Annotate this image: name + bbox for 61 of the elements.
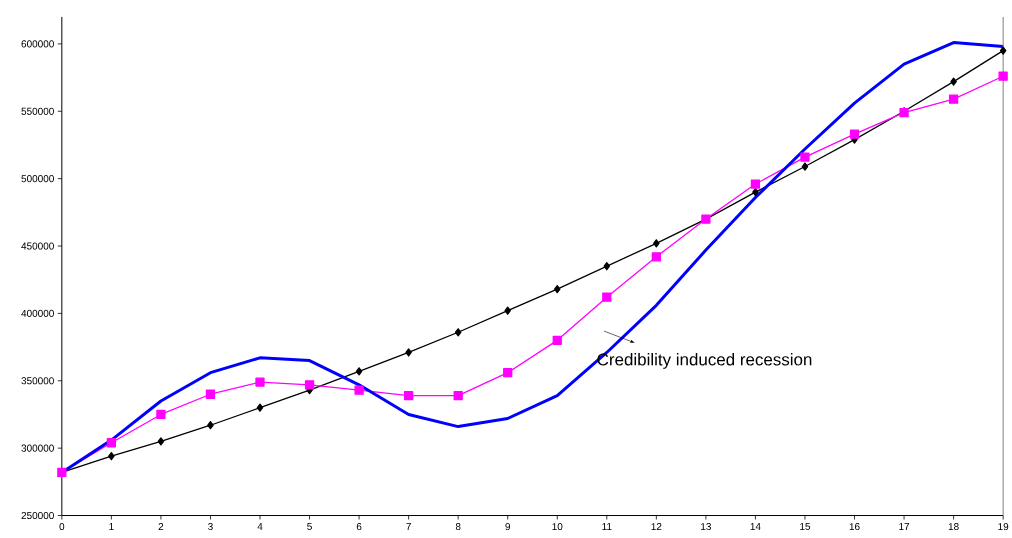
y-tick-label: 450000 [21, 242, 54, 250]
point [405, 348, 412, 357]
point [454, 327, 462, 337]
point [752, 187, 759, 197]
point [504, 306, 511, 315]
y-tick-label: 300000 [21, 444, 54, 452]
y-tick-label: 600000 [21, 40, 54, 48]
point [998, 71, 1008, 81]
point [800, 152, 810, 162]
x-tick-label: 14 [750, 522, 761, 530]
x-tick-label: 3 [208, 522, 213, 530]
y-tick-label: 500000 [21, 174, 54, 182]
y-tick-label: 400000 [21, 309, 54, 317]
x-tick-label: 19 [998, 522, 1009, 530]
x-tick-label: 8 [455, 522, 461, 530]
point [207, 420, 214, 430]
point [157, 437, 165, 446]
x-tick-label: 16 [849, 522, 860, 530]
x-tick-label: 5 [307, 522, 312, 530]
point [256, 403, 264, 412]
x-tick-label: 12 [651, 522, 662, 530]
point [205, 389, 216, 399]
point [999, 46, 1007, 55]
point [255, 377, 265, 387]
point [552, 335, 562, 345]
x-tick-label: 10 [552, 522, 563, 530]
x-tick-label: 17 [899, 522, 910, 530]
x-tick-label: 2 [158, 522, 164, 530]
x-tick-label: 18 [948, 522, 959, 530]
point [603, 261, 611, 271]
x-tick-label: 0 [59, 522, 65, 530]
point [403, 390, 414, 401]
point [355, 366, 363, 376]
point [801, 162, 809, 171]
point [750, 179, 761, 189]
point [503, 367, 513, 378]
point [156, 409, 166, 419]
y-tick-label: 250000 [21, 511, 54, 519]
x-tick-label: 15 [800, 522, 811, 530]
x-tick-label: 11 [602, 522, 612, 530]
point [849, 129, 860, 139]
point [602, 292, 612, 302]
point [354, 385, 364, 395]
x-tick-label: 6 [356, 522, 362, 530]
point [108, 451, 115, 461]
point [453, 390, 463, 401]
x-tick-label: 7 [406, 522, 411, 530]
point [653, 238, 660, 248]
x-tick-label: 9 [505, 522, 511, 530]
point [106, 437, 117, 448]
point [651, 251, 661, 262]
point [948, 94, 959, 104]
x-tick-label: 4 [257, 522, 263, 530]
y-tick-label: 550000 [21, 107, 54, 115]
point [553, 284, 561, 294]
x-tick-label: 13 [701, 522, 711, 530]
x-tick-label: 1 [109, 522, 114, 530]
point [950, 77, 957, 86]
annotation: Credibility induced recession [597, 352, 812, 369]
point [304, 379, 315, 390]
y-tick-label: 350000 [21, 377, 54, 385]
